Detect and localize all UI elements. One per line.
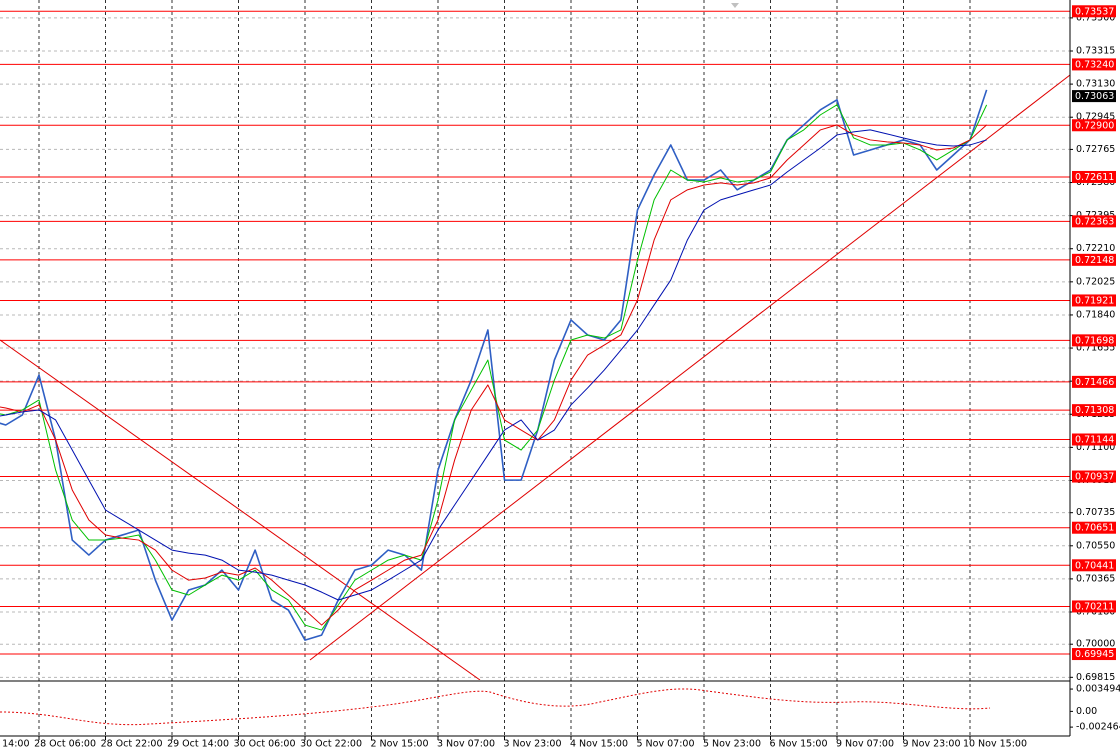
y-tick-label: 0.70735	[1076, 507, 1115, 518]
y-tick-label: 0.73130	[1076, 79, 1115, 90]
series-line	[0, 124, 987, 626]
level-label-box	[1072, 470, 1116, 483]
level-label-box	[1072, 294, 1116, 307]
x-tick-label: 29 Oct 14:00	[167, 739, 229, 750]
level-layer	[0, 10, 1070, 655]
trend-line	[0, 339, 481, 680]
level-label: 0.72363	[1075, 216, 1114, 227]
level-label-box	[1072, 58, 1116, 71]
level-label: 0.69945	[1075, 649, 1114, 660]
level-label-box	[1072, 119, 1116, 132]
series-line	[0, 129, 987, 601]
x-tick-label: 3 Nov 07:00	[437, 739, 495, 750]
y-tick-label: 0.70550	[1076, 540, 1115, 551]
y-tick-label: 0.73500	[1076, 12, 1115, 23]
level-label: 0.73240	[1075, 59, 1114, 70]
signal-line	[0, 688, 991, 726]
level-label-box	[1072, 215, 1116, 228]
level-label: 0.72900	[1075, 120, 1114, 131]
x-tick-label: 9 Nov 07:00	[836, 739, 894, 750]
trend-lines	[0, 74, 1070, 680]
x-tick-label: 9 Nov 23:00	[902, 739, 960, 750]
level-label-box	[1072, 170, 1116, 183]
x-tick-label: 28 Oct 06:00	[34, 739, 96, 750]
level-label: 0.70651	[1075, 523, 1114, 534]
x-tick-label: 14:00	[2, 739, 29, 750]
level-label-box	[1072, 600, 1116, 613]
x-tick-label: 3 Nov 23:00	[503, 739, 561, 750]
level-label-box	[1072, 404, 1116, 417]
level-label-box	[1072, 433, 1116, 446]
x-tick-label: 6 Nov 15:00	[769, 739, 827, 750]
level-label-box	[1072, 334, 1116, 347]
level-label: 0.71698	[1075, 335, 1114, 346]
y-tick-label: 0.69815	[1076, 672, 1115, 683]
y2-tick-label: 0.003494	[1076, 684, 1120, 695]
y-tick-label: 0.70365	[1076, 573, 1115, 584]
x-tick-label: 4 Nov 15:00	[570, 739, 628, 750]
x-tick-label: 5 Nov 07:00	[636, 739, 694, 750]
level-label: 0.70441	[1075, 560, 1114, 571]
level-label-box	[1072, 521, 1116, 534]
x-tick-label: 5 Nov 23:00	[703, 739, 761, 750]
x-tick-label: 28 Oct 22:00	[101, 739, 163, 750]
shift-marker	[731, 3, 739, 8]
level-label-box	[1072, 559, 1116, 572]
y-tick-label: 0.71840	[1076, 309, 1115, 320]
level-label: 0.73537	[1075, 6, 1114, 17]
plot-layer	[0, 89, 988, 641]
y-tick-label: 0.70000	[1076, 639, 1115, 650]
level-label-box	[1072, 648, 1116, 661]
axis-layer: 0.735000.733150.731300.729450.727650.725…	[2, 5, 1120, 750]
series-line	[0, 104, 988, 631]
y2-tick-label: 0.00	[1076, 706, 1097, 717]
y-tick-label: 0.71655	[1076, 343, 1115, 354]
x-tick-label: 30 Oct 22:00	[300, 739, 362, 750]
level-label-box	[1072, 253, 1116, 266]
level-label-box	[1072, 5, 1116, 18]
y-tick-label: 0.73315	[1076, 46, 1115, 57]
level-label: 0.71921	[1075, 295, 1114, 306]
grid-layer	[0, 0, 1070, 735]
y-tick-label: 0.72945	[1076, 112, 1115, 123]
level-label: 0.72611	[1075, 172, 1114, 183]
oscillator	[0, 688, 991, 726]
level-label: 0.71144	[1075, 434, 1114, 445]
y-tick-label: 0.71100	[1076, 442, 1115, 453]
level-label: 0.71466	[1075, 377, 1114, 388]
level-label: 0.70211	[1075, 601, 1114, 612]
last-price-box	[1072, 90, 1116, 103]
y-tick-label: 0.72025	[1076, 276, 1115, 287]
x-tick-label: 2 Nov 15:00	[370, 739, 428, 750]
level-label: 0.71308	[1075, 405, 1114, 416]
level-label: 0.72148	[1075, 255, 1114, 266]
trend-line	[309, 74, 1070, 661]
y-tick-label: 0.72210	[1076, 243, 1115, 254]
level-label: 0.70937	[1075, 472, 1114, 483]
x-tick-label: 30 Oct 06:00	[234, 739, 296, 750]
x-tick-label: 10 Nov 15:00	[963, 739, 1027, 750]
y2-tick-label: -0.002464	[1076, 722, 1120, 733]
y-tick-label: 0.72765	[1076, 144, 1115, 155]
last-price-label: 0.73063	[1075, 91, 1114, 102]
level-label-box	[1072, 375, 1116, 388]
